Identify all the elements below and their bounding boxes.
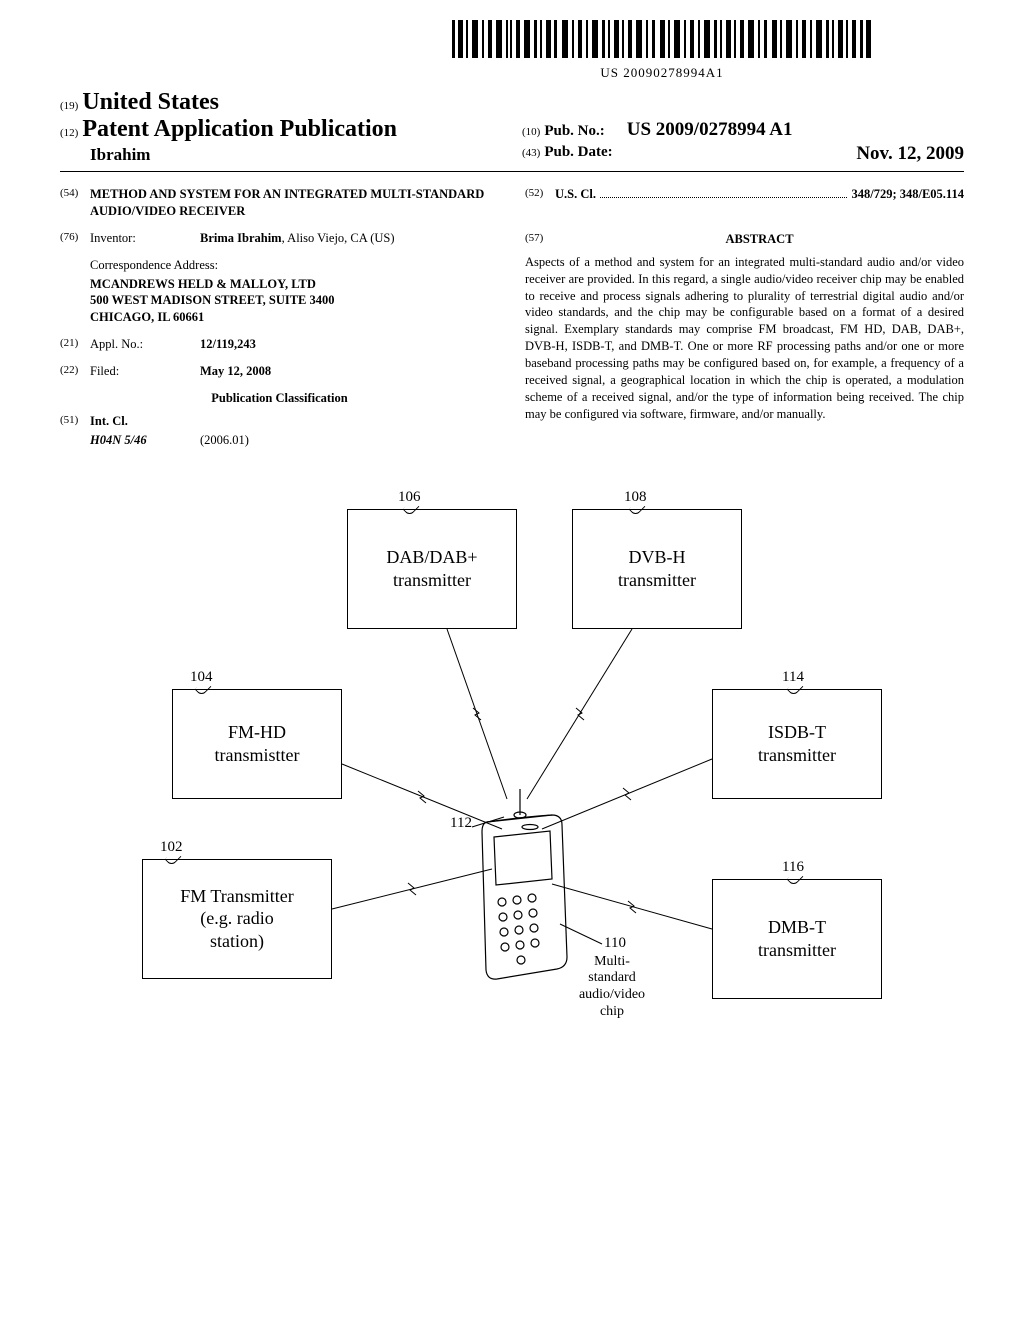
box-114: ISDB-T transmitter [712,689,882,799]
inventor-value: Brima Ibrahim, Aliso Viejo, CA (US) [200,230,499,247]
chip-label-1: Multi- [567,954,657,971]
barcode-svg [452,20,872,58]
header-inventor: Ibrahim [90,145,502,165]
pub-date-line: (43) Pub. Date: Nov. 12, 2009 [522,143,964,165]
code-54: (54) [60,186,90,220]
chip-label-2: standard [567,970,657,987]
intcl-code: H04N 5/46 [90,432,200,449]
header-rule [60,171,964,172]
barcode-region: US 20090278994A1 [360,20,964,81]
barcode [452,20,872,63]
biblio-columns: (54) METHOD AND SYSTEM FOR AN INTEGRATED… [60,186,964,449]
intcl-year: (2006.01) [200,432,249,449]
intcl-label: Int. Cl. [90,413,499,430]
corr-line-3: CHICAGO, IL 60661 [90,309,499,326]
abstract-heading: ABSTRACT [555,231,964,248]
box-102-line3: station) [210,930,264,953]
filed-section: (22) Filed: May 12, 2008 [60,363,499,380]
box-108-line2: transmitter [618,569,696,592]
country: United States [82,89,219,115]
uscl-section: (52) U.S. Cl. 348/729; 348/E05.114 [525,186,964,203]
box-114-line1: ISDB-T [768,721,826,744]
pub-date: Nov. 12, 2009 [856,143,964,165]
appl-no: 12/119,243 [200,336,499,353]
corr-label: Correspondence Address: [90,257,499,274]
abstract-text: Aspects of a method and system for an in… [525,254,964,423]
box-116-line2: transmitter [758,939,836,962]
box-106: DAB/DAB+ transmitter [347,509,517,629]
pub-type: Patent Application Publication [82,116,397,142]
abstract-heading-row: (57) ABSTRACT [525,231,964,254]
dotfill [600,197,848,198]
uscl-label: U.S. Cl. [555,186,596,203]
filed-label: Filed: [90,363,200,380]
inventor-section: (76) Inventor: Brima Ibrahim, Aliso Viej… [60,230,499,247]
box-102-line2: (e.g. radio [200,907,273,930]
filed-date: May 12, 2008 [200,363,499,380]
box-102-line1: FM Transmitter [180,885,294,908]
appl-no-section: (21) Appl. No.: 12/119,243 [60,336,499,353]
code-76: (76) [60,230,90,247]
figure-1: DAB/DAB+ transmitter 106 DVB-H transmitt… [102,489,922,1129]
inventor-loc: , Aliso Viejo, CA (US) [282,231,395,245]
invention-title: METHOD AND SYSTEM FOR AN INTEGRATED MULT… [90,186,499,220]
uscl-line: U.S. Cl. 348/729; 348/E05.114 [555,186,964,203]
box-108-line1: DVB-H [629,546,686,569]
code-52: (52) [525,186,555,203]
code-21: (21) [60,336,90,353]
box-114-line2: transmitter [758,744,836,767]
code-19: (19) [60,100,78,112]
pub-no-label: Pub. No.: [544,123,604,139]
code-51: (51) [60,413,90,430]
pub-class-heading: Publication Classification [60,390,499,407]
box-108: DVB-H transmitter [572,509,742,629]
inventor-label: Inventor: [90,230,200,247]
box-106-line2: transmitter [393,569,471,592]
box-102: FM Transmitter (e.g. radio station) [142,859,332,979]
uscl-value: 348/729; 348/E05.114 [851,186,964,203]
appl-label: Appl. No.: [90,336,200,353]
country-line: (19) United States [60,89,502,116]
code-12: (12) [60,127,78,139]
title-section: (54) METHOD AND SYSTEM FOR AN INTEGRATED… [60,186,499,220]
chip-label-4: chip [567,1004,657,1021]
pub-no: US 2009/0278994 A1 [627,119,793,140]
chip-label-3: audio/video [567,987,657,1004]
box-104-line1: FM-HD [228,721,286,744]
inventor-name: Brima Ibrahim [200,231,282,245]
corr-line-2: 500 WEST MADISON STREET, SUITE 3400 [90,292,499,309]
barcode-text: US 20090278994A1 [360,65,964,81]
right-column: (52) U.S. Cl. 348/729; 348/E05.114 (57) … [525,186,964,449]
box-106-line1: DAB/DAB+ [386,546,477,569]
left-column: (54) METHOD AND SYSTEM FOR AN INTEGRATED… [60,186,499,449]
code-10: (10) [522,126,540,138]
box-116: DMB-T transmitter [712,879,882,999]
device-svg [472,787,582,987]
pub-date-label: Pub. Date: [544,144,612,160]
intcl-value-row: H04N 5/46 (2006.01) [90,432,499,449]
box-104-line2: transmistter [215,744,300,767]
code-22: (22) [60,363,90,380]
code-57: (57) [525,231,555,254]
pub-no-line: (10) Pub. No.: US 2009/0278994 A1 [522,119,964,141]
chip-label: Multi- standard audio/video chip [567,954,657,1021]
box-116-line1: DMB-T [768,916,826,939]
ref-110: 110 [604,935,626,952]
ref-112: 112 [450,815,472,832]
pub-type-line: (12) Patent Application Publication [60,116,502,143]
correspondence-address: Correspondence Address: MCANDREWS HELD &… [90,257,499,327]
header: (19) United States (12) Patent Applicati… [60,89,964,165]
box-104: FM-HD transmistter [172,689,342,799]
code-43: (43) [522,147,540,159]
intcl-section: (51) Int. Cl. [60,413,499,430]
corr-line-1: MCANDREWS HELD & MALLOY, LTD [90,276,499,293]
